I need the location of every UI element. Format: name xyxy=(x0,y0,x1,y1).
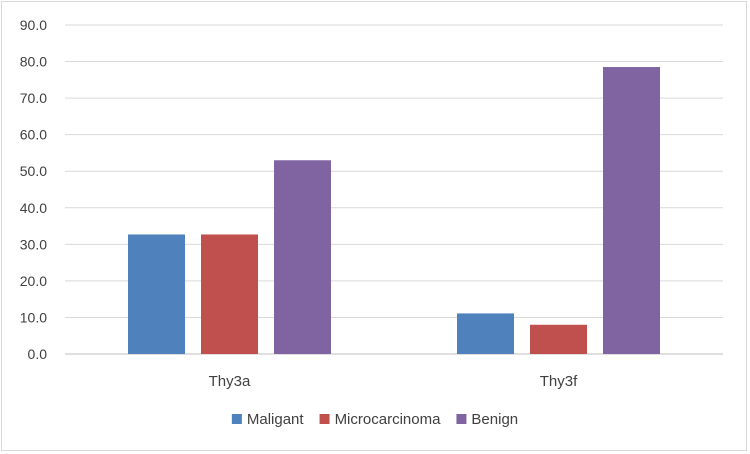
legend-swatch-benign xyxy=(456,414,467,424)
y-axis-tick-labels: 0.0 10.0 20.0 30.0 40.0 50.0 60.0 70.0 80.0 90.0 xyxy=(20,17,47,362)
x-category-label: Thy3a xyxy=(209,373,251,390)
legend-label-microcarcinoma: Microcarcinoma xyxy=(335,411,442,428)
bar-maligant-thy3f xyxy=(457,313,514,354)
bar-benign-thy3a xyxy=(274,160,331,354)
y-tick-label: 20.0 xyxy=(20,273,47,289)
legend-label-maligant: Maligant xyxy=(247,411,305,428)
legend-swatch-microcarcinoma xyxy=(319,414,330,424)
y-tick-label: 90.0 xyxy=(20,17,47,33)
bar-maligant-thy3a xyxy=(128,234,185,354)
x-category-label: Thy3f xyxy=(540,373,578,390)
bars xyxy=(128,67,660,355)
bar-microcarcinoma-thy3a xyxy=(201,234,258,354)
y-tick-label: 0.0 xyxy=(28,346,48,362)
bar-microcarcinoma-thy3f xyxy=(530,324,587,354)
y-tick-label: 80.0 xyxy=(20,54,47,70)
legend-label-benign: Benign xyxy=(471,411,518,428)
y-tick-label: 40.0 xyxy=(20,200,47,216)
y-tick-label: 60.0 xyxy=(20,127,47,143)
y-tick-label: 30.0 xyxy=(20,236,47,252)
y-tick-label: 50.0 xyxy=(20,163,47,179)
legend-swatch-maligant xyxy=(231,414,242,424)
y-tick-label: 70.0 xyxy=(20,90,47,106)
x-axis-category-labels: Thy3a Thy3f xyxy=(209,373,578,390)
legend: Maligant Microcarcinoma Benign xyxy=(231,411,518,428)
y-tick-label: 10.0 xyxy=(20,309,47,325)
bar-benign-thy3f xyxy=(603,67,660,355)
